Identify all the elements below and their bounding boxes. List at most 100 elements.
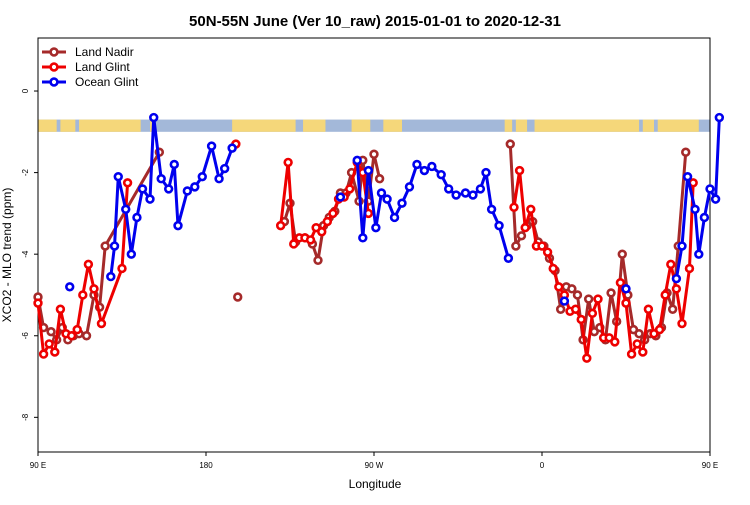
data-point (96, 318, 107, 329)
data-point (516, 231, 527, 241)
data-point (572, 290, 583, 300)
data-point (66, 331, 77, 341)
data-point (72, 324, 82, 335)
data-point (582, 353, 592, 363)
data-point (671, 273, 682, 284)
data-point (610, 337, 620, 347)
data-point (363, 165, 374, 176)
data-point (554, 282, 564, 292)
data-point (681, 147, 691, 157)
x-tick-label: 0 (540, 461, 545, 470)
y-axis-label: XCO2 - MLO trend (ppm) (0, 188, 14, 323)
data-point (121, 204, 131, 215)
data-point (643, 304, 654, 314)
data-point (283, 157, 293, 168)
data-point (38, 349, 49, 359)
series-line (109, 116, 234, 277)
data-point (345, 184, 355, 194)
land-band (303, 119, 326, 132)
data-point (137, 184, 148, 194)
data-point (494, 220, 504, 231)
data-point (684, 263, 695, 274)
data-point (542, 247, 553, 257)
data-point (233, 292, 243, 302)
data-point (122, 178, 133, 188)
data-point (328, 208, 338, 219)
data-point (570, 304, 581, 314)
y-tick-label: -4 (21, 250, 30, 258)
chart-title: 50N-55N June (Ver 10_raw) 2015-01-01 to … (189, 13, 561, 30)
data-point (335, 192, 346, 202)
data-point (145, 194, 155, 204)
legend-item: Land Nadir (42, 45, 134, 59)
data-point (705, 184, 715, 194)
data-point (559, 296, 570, 306)
data-point (617, 249, 627, 259)
data-point (126, 249, 137, 259)
data-point (537, 241, 547, 251)
axes: 90 E 180 90 W 0 90 E 0 -2 -4 -6 -8 (21, 37, 718, 470)
legend-label: Land Nadir (75, 45, 134, 59)
data-point (677, 318, 687, 329)
data-point (475, 184, 486, 194)
data-point (606, 288, 616, 298)
data-point (214, 174, 224, 184)
data-point (514, 165, 525, 176)
y-tick-label: 0 (21, 88, 30, 93)
x-tick-label: 90 E (702, 461, 718, 470)
data-point (197, 171, 207, 182)
data-point (322, 216, 333, 227)
data-point (289, 239, 299, 249)
data-point (555, 304, 566, 314)
data-point (50, 347, 60, 357)
legend-label: Ocean Glint (75, 75, 139, 89)
data-point (389, 212, 400, 223)
data-point (83, 259, 94, 270)
data-point (671, 284, 682, 294)
data-point (169, 159, 179, 170)
data-point (227, 143, 237, 153)
land-ocean-strip (38, 119, 710, 132)
data-point (710, 194, 721, 204)
data-point (397, 198, 407, 208)
data-point (376, 188, 387, 198)
data-point (615, 278, 626, 288)
data-point (206, 141, 217, 151)
data-point (55, 304, 66, 314)
data-point (358, 233, 368, 243)
legend-marker (49, 62, 59, 72)
data-point (219, 163, 230, 174)
data-point (156, 174, 166, 184)
data-point (100, 241, 110, 251)
data-point (666, 259, 676, 270)
data-point (511, 241, 521, 251)
data-point (313, 255, 323, 265)
data-point (567, 284, 577, 294)
plot-frame (37, 37, 711, 453)
data-point (660, 290, 670, 300)
data-point (81, 331, 92, 341)
x-tick-label: 90 E (30, 461, 46, 470)
data-point (509, 202, 519, 212)
data-point (117, 263, 127, 274)
data-point (677, 241, 687, 251)
x-axis-label: Longitude (349, 477, 402, 491)
data-point (182, 186, 193, 196)
data-point (173, 220, 183, 231)
legend-label: Land Glint (75, 60, 130, 74)
data-point (520, 222, 530, 233)
data-point (132, 212, 142, 223)
land-band (60, 119, 76, 132)
data-point (632, 339, 642, 349)
data-point (190, 182, 200, 192)
data-point (46, 326, 56, 337)
data-point (583, 294, 594, 304)
data-point (44, 339, 54, 349)
y-tick-label: -8 (21, 413, 30, 421)
land-band (351, 119, 371, 132)
data-point (369, 149, 379, 159)
data-point (576, 314, 586, 325)
data-point (481, 167, 491, 178)
data-point (526, 204, 536, 215)
